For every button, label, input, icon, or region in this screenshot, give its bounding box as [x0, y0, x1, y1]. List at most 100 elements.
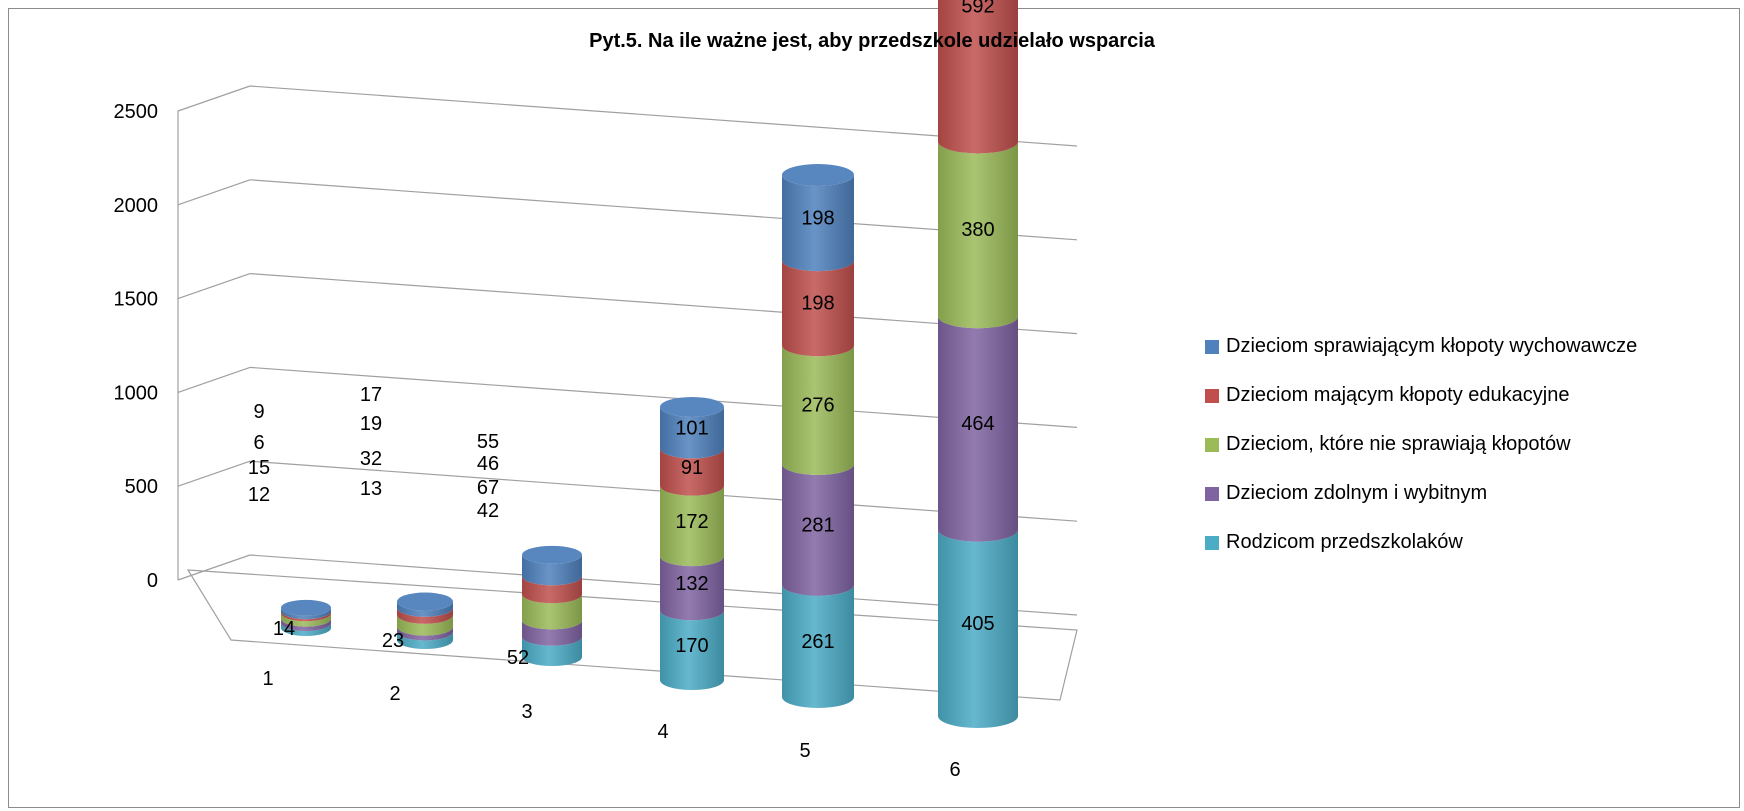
bar-segment [397, 614, 453, 636]
data-label: 132 [675, 573, 708, 595]
bar-side [281, 622, 331, 636]
data-label: 17 [360, 384, 382, 406]
bar-segment [397, 631, 453, 649]
data-label: 170 [675, 635, 708, 657]
bar-side [782, 584, 854, 708]
side-gridline [177, 460, 251, 487]
bar-top [281, 599, 331, 616]
side-gridline [177, 366, 251, 393]
chart-floor [186, 569, 1078, 701]
bar-side [938, 316, 1018, 542]
bar-segment [782, 260, 854, 357]
side-gridline [177, 179, 251, 206]
bar-segment [281, 622, 331, 636]
x-tick-label: 3 [521, 701, 532, 723]
legend-swatch [1205, 437, 1219, 452]
data-label: 67 [477, 477, 499, 499]
bar-segment [660, 556, 724, 621]
bar-side [938, 0, 1018, 154]
bar-segment [782, 584, 854, 708]
chart-bars [281, 0, 1018, 728]
data-label: 464 [961, 413, 994, 435]
bar-side [397, 607, 453, 624]
bar-top [660, 396, 724, 417]
bar-side [660, 406, 724, 459]
bar-segment [660, 610, 724, 690]
data-label: 15 [248, 457, 270, 479]
bar-side [782, 174, 854, 272]
bar-side [660, 556, 724, 621]
x-tick-label: 1 [262, 668, 273, 690]
data-label: 12 [248, 484, 270, 506]
bar-side [522, 636, 582, 666]
bar-segment [522, 636, 582, 666]
data-label: 276 [801, 395, 834, 417]
bar-segment [281, 618, 331, 631]
data-label: 405 [961, 613, 994, 635]
bar-side [397, 631, 453, 649]
legend-item: Rodzicom przedszkolaków [1205, 518, 1637, 567]
bar-segment [782, 463, 854, 596]
legend-swatch [1205, 339, 1219, 354]
y-tick-label: 2000 [114, 195, 159, 217]
side-gridline [177, 85, 251, 112]
bar-segment [522, 594, 582, 630]
bar-side [782, 463, 854, 596]
bar-side [938, 141, 1018, 329]
bar-side [522, 554, 582, 586]
legend-item: Dzieciom mającym kłopoty edukacyjne [1205, 371, 1637, 420]
data-label: 91 [681, 457, 703, 479]
y-axis-ticks: 0 500 1000 1500 2000 2500 [114, 101, 159, 592]
y-tick-label: 2500 [114, 101, 159, 123]
bar-side [660, 448, 724, 496]
bar-side [281, 611, 331, 622]
legend-label: Dzieciom zdolnym i wybitnym [1226, 482, 1488, 504]
data-label: 261 [801, 631, 834, 653]
x-axis-ticks: 1 2 3 4 5 6 [262, 668, 960, 781]
bar-side [397, 614, 453, 636]
bar-segment [397, 626, 453, 641]
bar-top [522, 545, 582, 564]
bar-side [281, 613, 331, 627]
bar-side [397, 601, 453, 617]
data-label: 198 [801, 208, 834, 230]
bar-segment [522, 576, 582, 604]
data-label: 592 [961, 0, 994, 17]
data-label: 13 [360, 478, 382, 500]
chart-title: Pyt.5. Na ile ważne jest, aby przedszkol… [589, 30, 1155, 52]
y-tick-label: 500 [125, 476, 158, 498]
chart-legend: Dzieciom sprawiającym kłopoty wychowawcz… [1205, 322, 1637, 567]
bar-segment [281, 613, 331, 627]
bar-segment [660, 448, 724, 496]
bar-segment [938, 141, 1018, 329]
data-label: 281 [801, 514, 834, 536]
bar-segment [782, 163, 854, 272]
bar-segment [522, 545, 582, 586]
x-tick-label: 6 [949, 759, 960, 781]
y-tick-label: 1000 [114, 382, 159, 404]
data-label: 32 [360, 448, 382, 470]
legend-swatch [1205, 535, 1219, 550]
bar-segment [938, 316, 1018, 542]
bar-top [397, 592, 453, 611]
bar-side [782, 345, 854, 475]
data-label: 172 [675, 511, 708, 533]
data-label: 380 [961, 219, 994, 241]
data-label: 46 [477, 453, 499, 475]
data-label: 55 [477, 431, 499, 453]
side-gridline [177, 273, 251, 300]
legend-label: Rodzicom przedszkolaków [1226, 531, 1463, 553]
bar-segment [660, 485, 724, 567]
data-label: 101 [675, 418, 708, 440]
legend-swatch [1205, 486, 1219, 501]
x-tick-label: 5 [799, 740, 810, 762]
bar-segment [660, 396, 724, 459]
bar-top [782, 163, 854, 186]
chart-frame [8, 8, 1740, 808]
data-label: 6 [253, 432, 264, 454]
data-label: 23 [382, 630, 404, 652]
bar-side [397, 626, 453, 641]
x-tick-label: 4 [657, 721, 668, 743]
